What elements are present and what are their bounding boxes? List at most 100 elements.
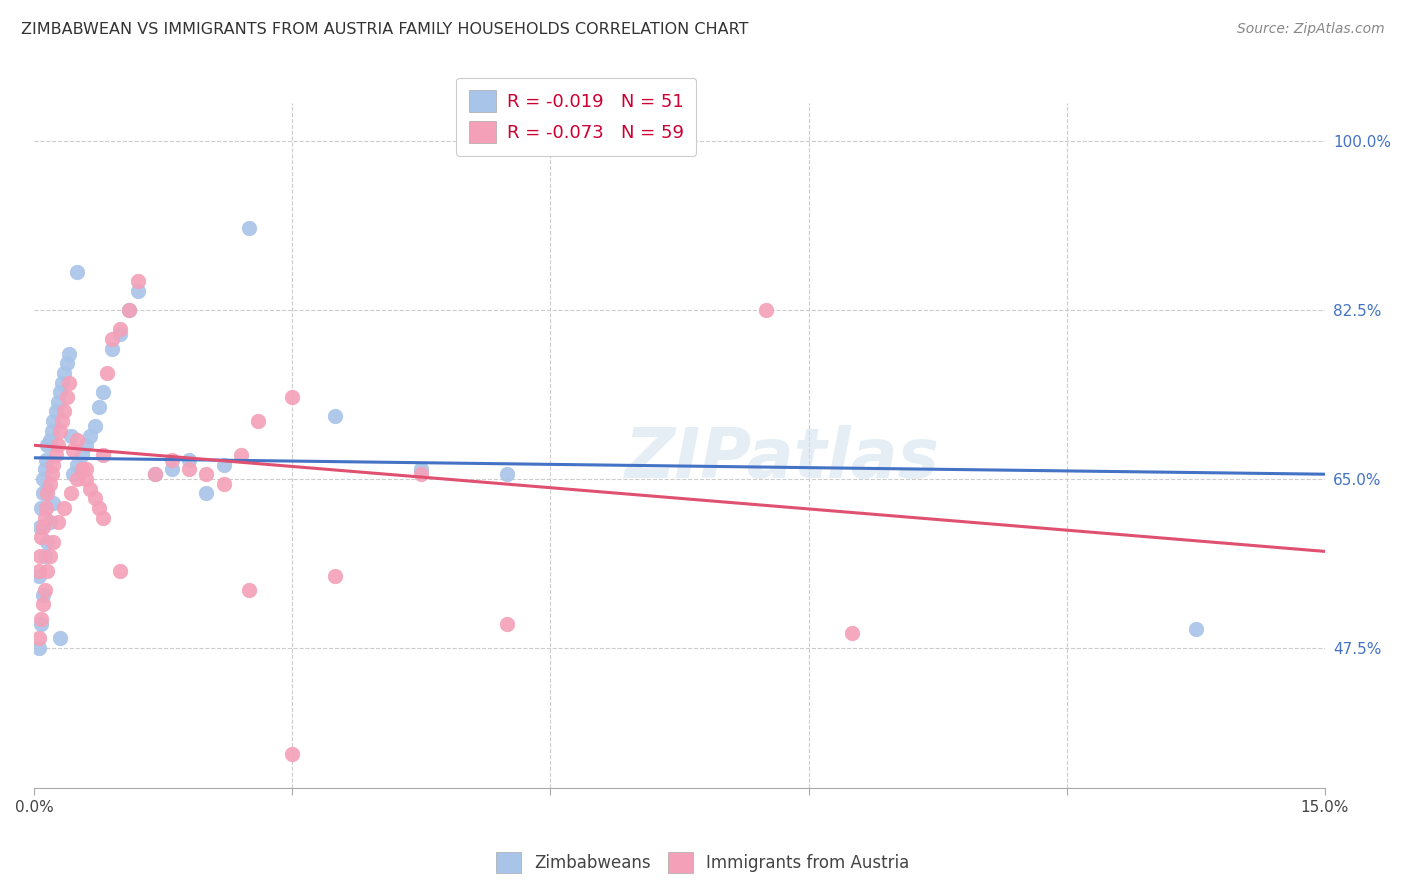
Point bbox=[101, 332, 124, 346]
Point bbox=[101, 342, 124, 356]
Point bbox=[79, 482, 101, 496]
Point bbox=[66, 472, 89, 486]
Point bbox=[281, 747, 304, 761]
Point bbox=[411, 462, 433, 476]
Point bbox=[38, 549, 60, 564]
Point bbox=[30, 530, 52, 544]
Point bbox=[37, 482, 59, 496]
Point bbox=[32, 520, 55, 534]
Point bbox=[56, 390, 79, 404]
Point bbox=[51, 376, 73, 390]
Point bbox=[70, 462, 93, 476]
Point bbox=[496, 467, 519, 482]
Point bbox=[32, 588, 55, 602]
Text: ZIMBABWEAN VS IMMIGRANTS FROM AUSTRIA FAMILY HOUSEHOLDS CORRELATION CHART: ZIMBABWEAN VS IMMIGRANTS FROM AUSTRIA FA… bbox=[21, 22, 748, 37]
Point bbox=[42, 534, 65, 549]
Point bbox=[45, 404, 67, 418]
Point bbox=[56, 356, 79, 370]
Point bbox=[30, 616, 52, 631]
Point bbox=[38, 434, 60, 448]
Point bbox=[48, 438, 70, 452]
Point bbox=[118, 303, 141, 318]
Point bbox=[48, 394, 70, 409]
Point bbox=[325, 568, 347, 582]
Point bbox=[1184, 622, 1206, 636]
Point bbox=[75, 472, 97, 486]
Point bbox=[91, 448, 114, 462]
Text: Source: ZipAtlas.com: Source: ZipAtlas.com bbox=[1237, 22, 1385, 37]
Point bbox=[75, 462, 97, 476]
Point bbox=[75, 438, 97, 452]
Point bbox=[195, 467, 218, 482]
Point bbox=[59, 428, 82, 442]
Point bbox=[212, 476, 235, 491]
Point bbox=[179, 452, 201, 467]
Point bbox=[34, 462, 56, 476]
Point bbox=[34, 582, 56, 597]
Point bbox=[87, 500, 110, 515]
Point bbox=[66, 458, 89, 472]
Point bbox=[37, 486, 59, 500]
Point bbox=[49, 631, 72, 645]
Point bbox=[83, 491, 105, 506]
Point bbox=[28, 568, 51, 582]
Point bbox=[110, 564, 132, 578]
Point bbox=[38, 516, 60, 530]
Point bbox=[70, 448, 93, 462]
Point bbox=[325, 409, 347, 424]
Point bbox=[45, 448, 67, 462]
Point bbox=[53, 500, 76, 515]
Point bbox=[41, 424, 63, 438]
Point bbox=[32, 472, 55, 486]
Point bbox=[238, 221, 260, 235]
Point bbox=[62, 443, 84, 458]
Point bbox=[49, 385, 72, 400]
Point bbox=[110, 327, 132, 342]
Point bbox=[59, 486, 82, 500]
Point bbox=[28, 564, 51, 578]
Point bbox=[238, 582, 260, 597]
Point bbox=[160, 452, 183, 467]
Point bbox=[53, 366, 76, 380]
Legend: Zimbabweans, Immigrants from Austria: Zimbabweans, Immigrants from Austria bbox=[489, 846, 917, 880]
Point bbox=[841, 626, 863, 640]
Point bbox=[229, 448, 252, 462]
Point bbox=[34, 549, 56, 564]
Point bbox=[30, 500, 52, 515]
Point bbox=[48, 516, 70, 530]
Point bbox=[38, 476, 60, 491]
Point bbox=[42, 458, 65, 472]
Point bbox=[79, 428, 101, 442]
Point bbox=[53, 404, 76, 418]
Point bbox=[127, 274, 149, 288]
Point bbox=[179, 462, 201, 476]
Point bbox=[118, 303, 141, 318]
Legend: R = -0.019   N = 51, R = -0.073   N = 59: R = -0.019 N = 51, R = -0.073 N = 59 bbox=[456, 78, 696, 156]
Point bbox=[32, 598, 55, 612]
Point bbox=[51, 414, 73, 428]
Point bbox=[32, 486, 55, 500]
Point bbox=[91, 510, 114, 524]
Point bbox=[30, 520, 52, 534]
Point bbox=[212, 458, 235, 472]
Point bbox=[41, 467, 63, 482]
Point bbox=[247, 414, 270, 428]
Point bbox=[37, 534, 59, 549]
Point bbox=[66, 264, 89, 278]
Point bbox=[83, 419, 105, 434]
Point bbox=[110, 322, 132, 336]
Point bbox=[143, 467, 166, 482]
Point bbox=[160, 462, 183, 476]
Point bbox=[58, 346, 80, 360]
Point bbox=[91, 385, 114, 400]
Point bbox=[42, 414, 65, 428]
Point bbox=[754, 303, 776, 318]
Point bbox=[30, 612, 52, 626]
Point bbox=[34, 500, 56, 515]
Point bbox=[62, 467, 84, 482]
Point bbox=[28, 640, 51, 655]
Point bbox=[34, 510, 56, 524]
Point bbox=[96, 366, 118, 380]
Point bbox=[42, 496, 65, 510]
Point bbox=[281, 390, 304, 404]
